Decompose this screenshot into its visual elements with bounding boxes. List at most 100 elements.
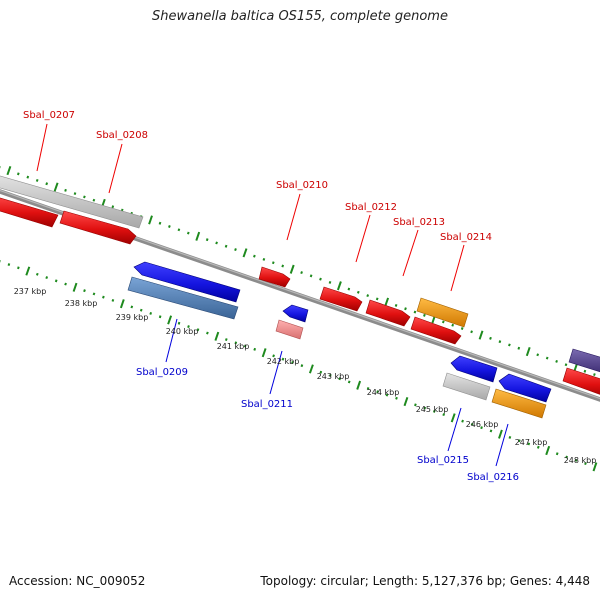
major-tick (53, 182, 59, 192)
minor-tick (64, 282, 67, 286)
minor-tick (17, 266, 20, 270)
kbp-label: 245 kbp (416, 405, 449, 414)
minor-tick (470, 330, 473, 334)
minor-tick (64, 188, 67, 192)
kbp-label: 237 kbp (14, 287, 47, 296)
gene-feature-blue-0215a[interactable] (450, 355, 498, 383)
minor-tick (205, 238, 209, 242)
minor-tick (375, 297, 379, 301)
minor-tick (253, 347, 257, 351)
kbp-label: 238 kbp (65, 299, 98, 308)
minor-tick (168, 225, 171, 228)
gene-feature-pink-0211[interactable] (275, 319, 304, 340)
major-tick (242, 248, 248, 258)
minor-tick (508, 343, 511, 347)
gene-label-sbal-0214[interactable]: Sbal_0214 (440, 232, 492, 243)
kbp-label: 246 kbp (466, 420, 499, 429)
gene-label-sbal-0209[interactable]: Sbal_0209 (136, 367, 188, 378)
major-tick (195, 231, 201, 241)
minor-tick (45, 182, 49, 186)
gene-label-sbal-0207[interactable]: Sbal_0207 (23, 110, 75, 121)
gene-feature-blue-0209[interactable] (133, 261, 241, 303)
minor-tick (73, 192, 77, 196)
minor-tick (83, 195, 86, 199)
minor-tick (234, 341, 238, 345)
major-tick (384, 297, 390, 307)
minor-tick (139, 308, 143, 312)
gene-label-sbal-0210[interactable]: Sbal_0210 (276, 180, 328, 191)
minor-tick (423, 406, 427, 410)
minor-tick (328, 280, 332, 284)
minor-tick (300, 364, 304, 368)
minor-tick (319, 370, 323, 374)
kbp-label: 244 kbp (367, 388, 400, 397)
gene-label-sbal-0208[interactable]: Sbal_0208 (96, 130, 148, 141)
topology-label: Topology: circular; Length: 5,127,376 bp… (260, 574, 590, 588)
minor-tick (92, 292, 96, 296)
minor-tick (555, 359, 558, 363)
minor-tick (92, 198, 96, 202)
kbp-label: 248 kbp (564, 456, 597, 465)
gene-feature-orange-0214[interactable] (416, 297, 469, 328)
minor-tick (291, 360, 294, 364)
minor-tick (584, 462, 587, 466)
gene-feature-blue-0216[interactable] (498, 373, 552, 403)
gene-label-sbal-0213[interactable]: Sbal_0213 (393, 217, 445, 228)
kbp-label: 242 kbp (267, 357, 300, 366)
minor-tick (35, 272, 39, 276)
minor-tick (555, 452, 559, 456)
minor-tick (83, 289, 86, 293)
minor-tick (564, 363, 568, 367)
gene-label-sbal-0212[interactable]: Sbal_0212 (345, 202, 397, 213)
minor-tick (7, 263, 11, 267)
gene-label-sbal-0215[interactable]: Sbal_0215 (417, 455, 469, 466)
minor-tick (234, 248, 237, 252)
gene-feature-red-0214[interactable] (410, 316, 462, 345)
gene-feature-blue-0211[interactable] (282, 304, 309, 323)
minor-tick (574, 458, 578, 462)
minor-tick (423, 313, 426, 317)
minor-tick (262, 257, 266, 261)
top-gene-callouts (36, 123, 465, 292)
minor-tick (366, 387, 370, 390)
minor-tick (517, 346, 521, 350)
minor-tick (356, 290, 360, 294)
gene-label-sbal-0211[interactable]: Sbal_0211 (241, 399, 293, 410)
minor-tick (461, 419, 464, 423)
minor-tick (111, 298, 115, 302)
minor-tick (281, 264, 285, 268)
minor-tick (489, 336, 492, 340)
gene-feature-red-0210[interactable] (258, 266, 291, 288)
minor-tick (253, 254, 256, 258)
minor-tick (508, 435, 512, 439)
minor-tick (385, 393, 389, 397)
major-tick (167, 315, 173, 325)
minor-tick (527, 442, 531, 446)
major-tick (72, 282, 78, 292)
minor-tick (395, 396, 398, 400)
minor-tick (366, 294, 370, 298)
gene-feature-red-0212[interactable] (319, 286, 363, 312)
gene-feature-gray-upper[interactable] (0, 173, 144, 229)
minor-tick (518, 439, 521, 443)
minor-tick (480, 426, 483, 430)
gene-feature-purple[interactable] (568, 348, 600, 375)
gene-feature-steel-0209[interactable] (127, 276, 239, 320)
major-tick (525, 346, 531, 357)
minor-tick (319, 277, 322, 281)
minor-tick (414, 403, 417, 407)
gene-feature-red-0207[interactable] (0, 195, 59, 228)
major-tick (403, 396, 409, 407)
minor-tick (536, 353, 540, 357)
major-tick (261, 348, 267, 358)
minor-tick (394, 303, 398, 307)
gene-feature-orange-0216[interactable] (491, 388, 547, 419)
minor-tick (16, 172, 20, 176)
gene-feature-red-right[interactable] (562, 367, 600, 398)
minor-tick (451, 323, 455, 327)
gene-feature-gray-0215[interactable] (442, 372, 491, 401)
gene-label-sbal-0216[interactable]: Sbal_0216 (467, 472, 519, 483)
gene-feature-red-0213[interactable] (365, 299, 411, 327)
gene-feature-red-0208[interactable] (59, 210, 137, 245)
